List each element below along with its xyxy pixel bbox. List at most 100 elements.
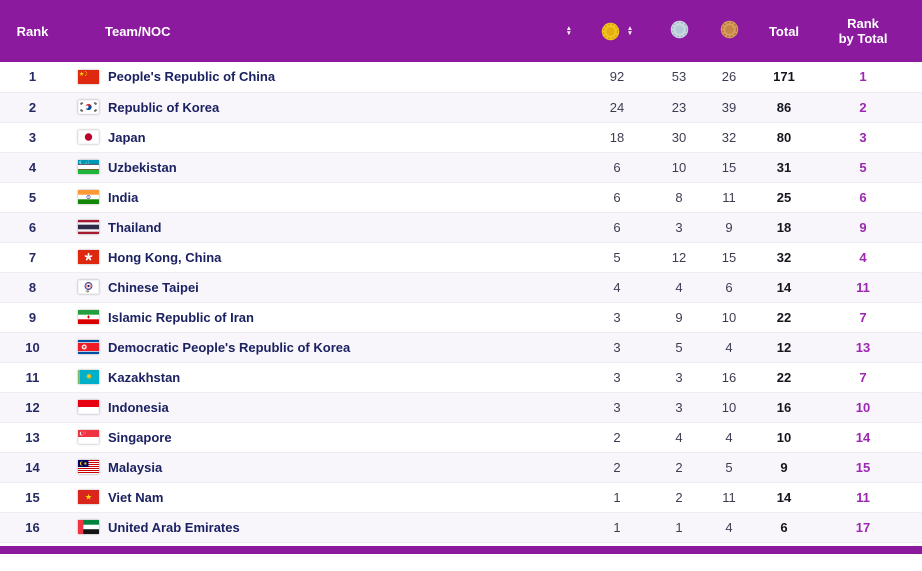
silver-count-cell: 2 (650, 452, 708, 483)
rank-by-total-cell: 17 (818, 512, 922, 543)
gold-count-cell: 3 (584, 302, 650, 333)
gold-count-cell: 2 (584, 452, 650, 483)
team-cell[interactable]: People's Republic of China (65, 62, 584, 93)
team-name: Japan (108, 129, 146, 145)
rank-cell: 14 (0, 452, 65, 483)
table-row: 16 United Arab Emirates 1 1 4 6 17 (0, 512, 922, 543)
rank-by-total-cell: 11 (818, 482, 922, 513)
team-cell[interactable]: Republic of Korea (65, 92, 584, 123)
flag-hkg-icon (78, 250, 99, 264)
total-cell: 80 (750, 122, 818, 153)
team-column-header[interactable]: Team/NOC ▲ ▼ (65, 0, 584, 62)
team-name: Islamic Republic of Iran (108, 309, 254, 325)
medal-table-body: 1 People's Republic of China 92 53 26 17… (0, 62, 922, 543)
gold-count-cell: 1 (584, 512, 650, 543)
silver-count-cell: 5 (650, 332, 708, 363)
gold-sort-arrows-icon[interactable]: ▲ ▼ (626, 24, 634, 37)
total-cell: 10 (750, 422, 818, 453)
medal-standings-page: Rank Team/NOC ▲ ▼ ▲ ▼ (0, 0, 922, 554)
team-cell[interactable]: Chinese Taipei (65, 272, 584, 303)
team-name: Singapore (108, 429, 172, 445)
total-cell: 12 (750, 332, 818, 363)
total-cell: 25 (750, 182, 818, 213)
rank-by-total-cell: 1 (818, 62, 922, 93)
rank-by-total-column-header[interactable]: Rank by Total (818, 0, 922, 62)
rank-column-header[interactable]: Rank (0, 0, 65, 62)
rank-by-total-cell: 15 (818, 452, 922, 483)
gold-medal-icon (601, 22, 620, 41)
flag-sgp-icon (78, 430, 99, 444)
gold-count-cell: 24 (584, 92, 650, 123)
total-cell: 6 (750, 512, 818, 543)
team-cell[interactable]: Uzbekistan (65, 152, 584, 183)
gold-count-cell: 6 (584, 152, 650, 183)
table-row: 1 People's Republic of China 92 53 26 17… (0, 62, 922, 93)
team-cell[interactable]: India (65, 182, 584, 213)
gold-column-header[interactable]: ▲ ▼ (584, 0, 650, 62)
silver-count-cell: 3 (650, 212, 708, 243)
team-cell[interactable]: United Arab Emirates (65, 512, 584, 543)
table-row: 2 Republic of Korea 24 23 39 86 2 (0, 92, 922, 123)
gold-count-cell: 6 (584, 182, 650, 213)
silver-count-cell: 53 (650, 62, 708, 93)
gold-count-cell: 3 (584, 332, 650, 363)
flag-iri-icon (78, 310, 99, 324)
silver-count-cell: 1 (650, 512, 708, 543)
rank-cell: 9 (0, 302, 65, 333)
rank-header-label: Rank (16, 23, 49, 39)
bronze-count-cell: 10 (708, 392, 750, 423)
bronze-count-cell: 4 (708, 332, 750, 363)
rank-cell: 5 (0, 182, 65, 213)
total-cell: 32 (750, 242, 818, 273)
team-cell[interactable]: Singapore (65, 422, 584, 453)
total-cell: 14 (750, 482, 818, 513)
table-row: 9 Islamic Republic of Iran 3 9 10 22 7 (0, 302, 922, 333)
flag-chn-icon (78, 69, 99, 84)
rank-by-total-cell: 3 (818, 122, 922, 153)
team-cell[interactable]: Kazakhstan (65, 362, 584, 393)
rank-by-total-cell: 14 (818, 422, 922, 453)
gold-count-cell: 2 (584, 422, 650, 453)
silver-column-header[interactable] (650, 0, 708, 62)
team-name: Uzbekistan (108, 159, 177, 175)
team-cell[interactable]: Viet Nam (65, 482, 584, 513)
rank-cell: 15 (0, 482, 65, 513)
rank-cell: 10 (0, 332, 65, 363)
flag-kor-icon (78, 100, 99, 114)
silver-count-cell: 3 (650, 362, 708, 393)
total-header-label: Total (768, 23, 800, 39)
total-cell: 171 (750, 62, 818, 93)
bronze-column-header[interactable] (708, 0, 750, 62)
gold-count-cell: 6 (584, 212, 650, 243)
rank-by-total-cell: 11 (818, 272, 922, 303)
table-row: 8 Chinese Taipei 4 4 6 14 11 (0, 272, 922, 303)
team-sort-arrows-icon[interactable]: ▲ ▼ (566, 25, 572, 37)
team-cell[interactable]: Malaysia (65, 452, 584, 483)
team-cell[interactable]: Democratic People's Republic of Korea (65, 332, 584, 363)
team-name: Chinese Taipei (108, 279, 199, 295)
rank-by-total-cell: 4 (818, 242, 922, 273)
total-column-header[interactable]: Total (750, 0, 818, 62)
rank-by-total-cell: 9 (818, 212, 922, 243)
team-header-label: Team/NOC (105, 23, 171, 39)
team-cell[interactable]: Islamic Republic of Iran (65, 302, 584, 333)
flag-uae-icon (78, 520, 99, 534)
team-cell[interactable]: Japan (65, 122, 584, 153)
bronze-count-cell: 26 (708, 62, 750, 93)
team-cell[interactable]: Thailand (65, 212, 584, 243)
silver-count-cell: 30 (650, 122, 708, 153)
table-row: 6 Thailand 6 3 9 18 9 (0, 212, 922, 243)
sort-up-icon: ▲ (626, 24, 634, 32)
team-cell[interactable]: Indonesia (65, 392, 584, 423)
rank-by-total-cell: 13 (818, 332, 922, 363)
total-cell: 22 (750, 302, 818, 333)
rank-cell: 3 (0, 122, 65, 153)
rank-by-total-cell: 7 (818, 302, 922, 333)
bronze-medal-icon (720, 20, 739, 39)
team-cell[interactable]: Hong Kong, China (65, 242, 584, 273)
total-cell: 14 (750, 272, 818, 303)
team-name: Thailand (108, 219, 162, 235)
bronze-count-cell: 11 (708, 182, 750, 213)
sort-down-icon: ▼ (626, 30, 634, 37)
rank-cell: 7 (0, 242, 65, 273)
